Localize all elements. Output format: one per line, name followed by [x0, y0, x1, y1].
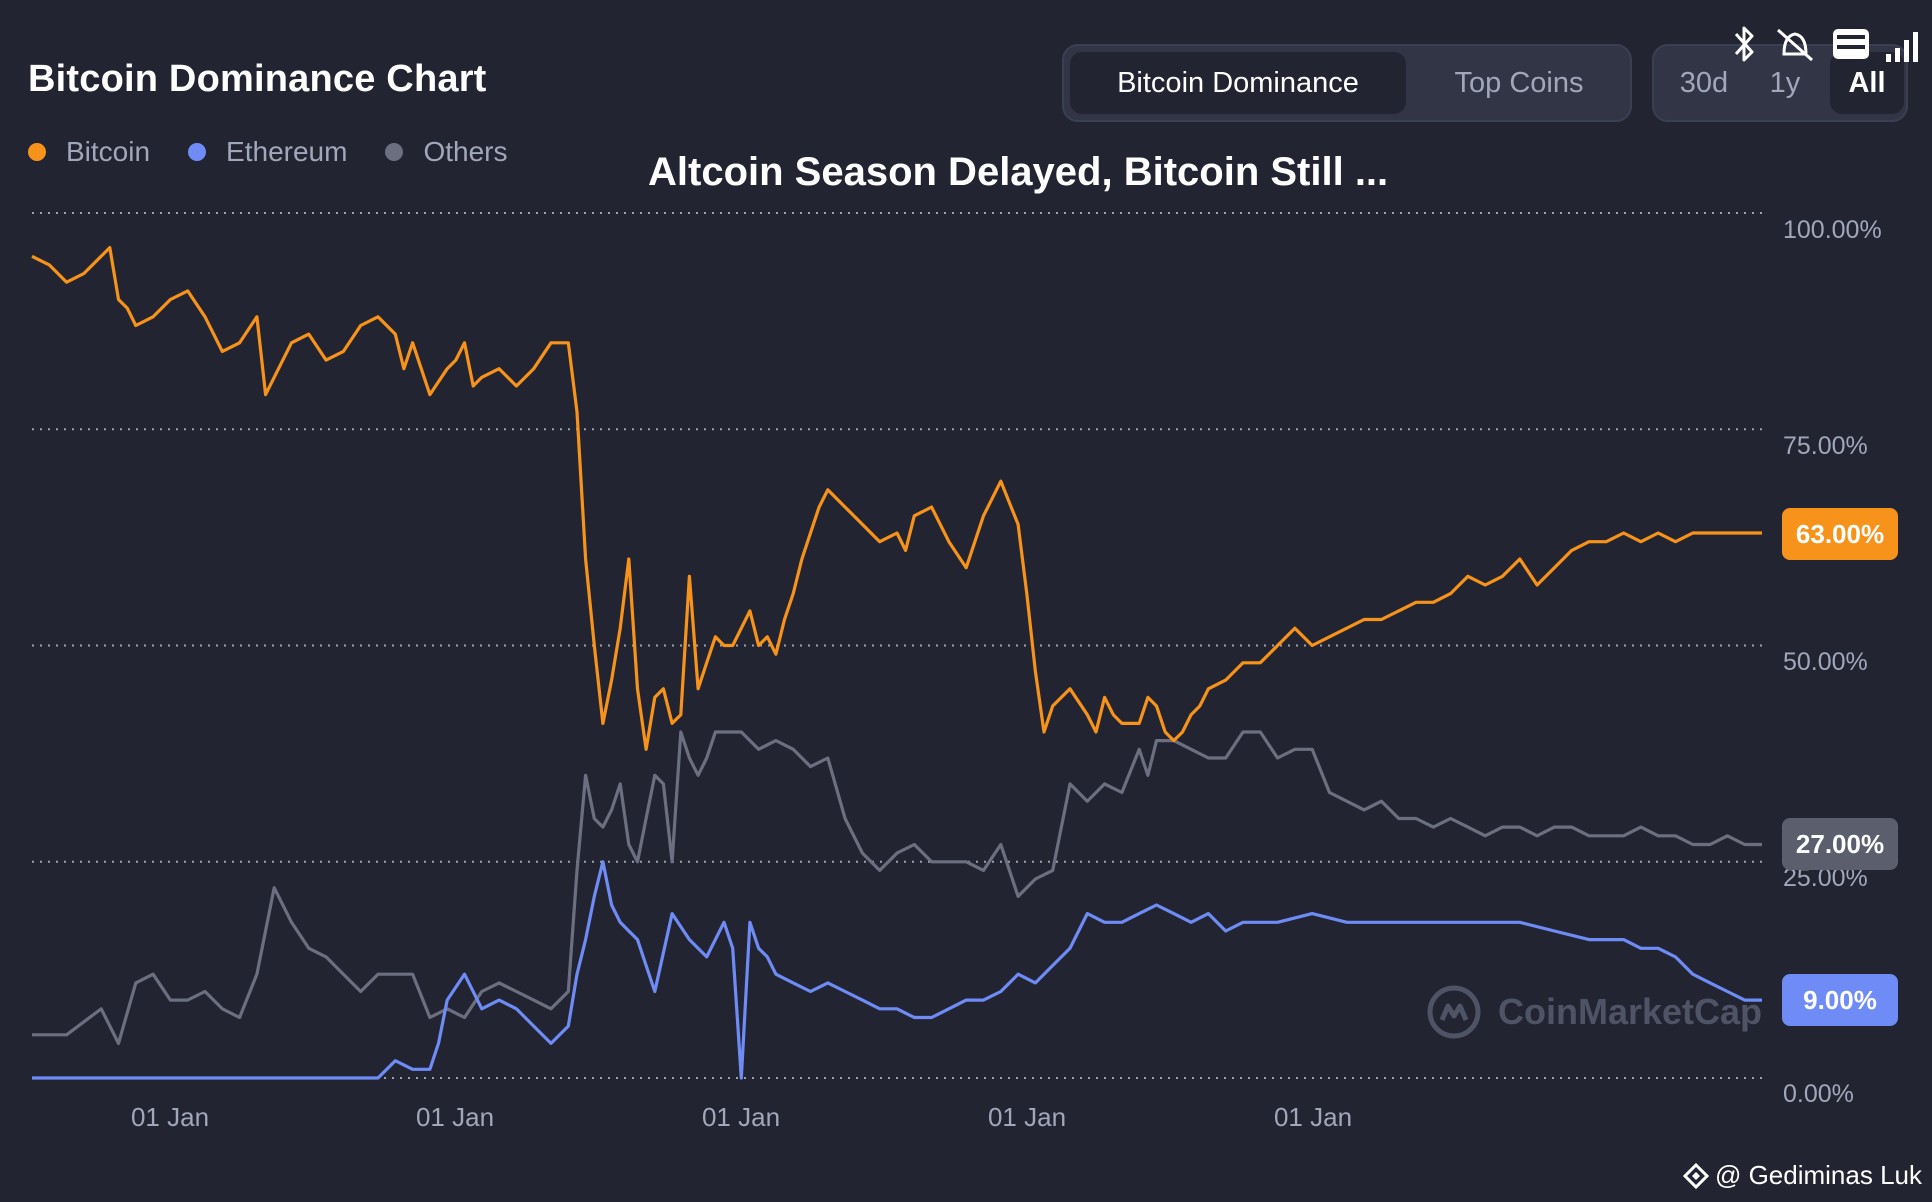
series-line-bitcoin[interactable] [31, 246, 1762, 751]
legend-label-others: Others [423, 136, 508, 167]
credit-text: @ Gediminas Luk [1714, 1160, 1922, 1190]
range-toggle: 30d 1y All [1652, 44, 1908, 122]
x-tick-3: 01 Jan [701, 1102, 781, 1132]
legend-item-bitcoin[interactable]: Bitcoin [28, 136, 150, 168]
view-toggle: Bitcoin Dominance Top Coins [1062, 44, 1632, 122]
news-headline[interactable]: Altcoin Season Delayed, Bitcoin Still ..… [648, 150, 1389, 194]
y-tick-75: 75.00% [1783, 432, 1868, 460]
legend-dot-others [385, 143, 404, 161]
chart-legend: Bitcoin Ethereum Others [28, 136, 545, 168]
bell-muted-icon [1777, 28, 1813, 62]
legend-label-ethereum: Ethereum [226, 136, 348, 167]
volte-icon [1833, 29, 1869, 59]
y-tick-0: 0.00% [1783, 1080, 1854, 1108]
coinmarketcap-logo-icon [1427, 985, 1481, 1039]
watermark-text: CoinMarketCap [1498, 991, 1763, 1032]
series-line-others[interactable] [32, 730, 1762, 1045]
others-value-badge: 27.00% [1782, 818, 1898, 870]
y-tick-50: 50.00% [1783, 648, 1868, 676]
ethereum-value-badge: 9.00% [1782, 974, 1898, 1026]
legend-item-others[interactable]: Others [385, 136, 507, 168]
signal-icon [1886, 32, 1918, 62]
bluetooth-icon [1734, 26, 1754, 62]
author-credit: @ Gediminas Luk [1682, 1160, 1922, 1191]
coinmarketcap-watermark: CoinMarketCap [1426, 984, 1762, 1040]
bitcoin-value-badge: 63.00% [1782, 508, 1898, 560]
range-1y-button[interactable]: 1y [1769, 66, 1801, 99]
x-tick-2: 01 Jan [415, 1102, 495, 1132]
legend-label-bitcoin: Bitcoin [66, 136, 151, 167]
legend-dot-ethereum [188, 143, 207, 161]
legend-item-ethereum[interactable]: Ethereum [188, 136, 347, 168]
range-all-button[interactable]: All [1830, 52, 1904, 114]
tab-bitcoin-dominance[interactable]: Bitcoin Dominance [1070, 52, 1406, 114]
x-tick-4: 01 Jan [987, 1102, 1067, 1132]
range-30d-button[interactable]: 30d [1679, 66, 1729, 99]
series-line-ethereum[interactable] [32, 860, 1762, 1080]
legend-dot-bitcoin [28, 143, 46, 161]
binance-diamond-icon [1682, 1162, 1709, 1189]
tab-top-coins[interactable]: Top Coins [1454, 66, 1584, 99]
chart-title: Bitcoin Dominance Chart [28, 58, 487, 100]
x-tick-5: 01 Jan [1273, 1102, 1353, 1132]
y-tick-100: 100.00% [1783, 216, 1882, 244]
status-bar [1730, 24, 1924, 64]
x-tick-1: 01 Jan [130, 1102, 210, 1132]
